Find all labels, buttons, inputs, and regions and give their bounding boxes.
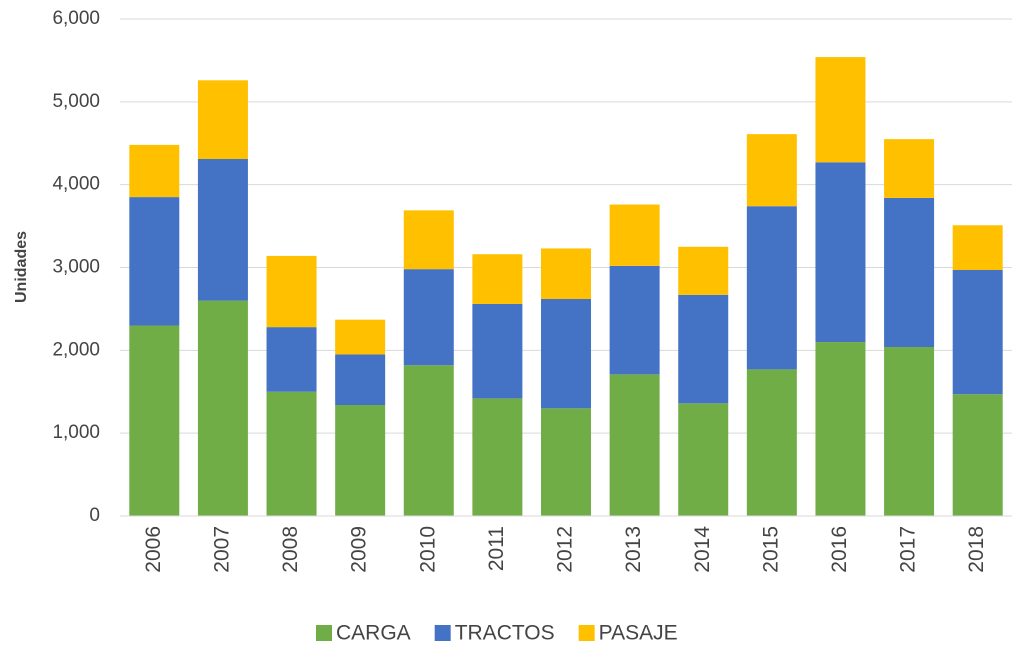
x-tick-label: 2007 [210, 526, 233, 573]
x-tick-label: 2012 [554, 526, 577, 573]
bar-segment [335, 354, 386, 406]
x-tick-label: 2009 [348, 526, 371, 573]
bar-segment [678, 403, 729, 516]
bar-segment [266, 391, 317, 516]
bar-segment [266, 327, 317, 392]
bar-segment [197, 158, 248, 301]
legend-label: PASAJE [599, 622, 678, 645]
bar-segment [403, 365, 454, 516]
bar-segment [541, 248, 591, 299]
y-tick-label: 6,000 [52, 8, 100, 29]
bar-segment [609, 204, 660, 266]
bar-segment [815, 342, 866, 516]
bar-segment [678, 246, 729, 295]
y-axis-title: Unidades [13, 231, 30, 303]
legend-label: CARGA [336, 622, 411, 645]
x-tick-label: 2015 [759, 526, 782, 573]
x-tick-label: 2010 [416, 526, 439, 573]
bar-segment [884, 139, 935, 198]
bar-segment [952, 269, 1003, 395]
legend-swatch [434, 625, 451, 641]
x-tick-label: 2018 [965, 526, 988, 573]
bar-segment [472, 254, 523, 304]
bar-segment [884, 197, 935, 348]
bar-segment [815, 57, 866, 163]
legend-swatch [316, 625, 332, 641]
x-tick-label: 2006 [142, 526, 165, 573]
bar-segment [129, 325, 180, 516]
legend-label: TRACTOS [455, 622, 555, 645]
bar-segment [403, 210, 454, 270]
bar-segment [472, 303, 523, 399]
bar-segment [609, 265, 660, 375]
bar-segment [266, 255, 317, 328]
x-tick-label: 2017 [897, 526, 920, 573]
x-tick-label: 2008 [279, 526, 302, 573]
bar-segment [815, 162, 866, 343]
bar-segment [541, 298, 591, 409]
bar-segment [335, 405, 386, 516]
bar-segment [678, 294, 729, 404]
x-tick-label: 2013 [622, 526, 645, 573]
y-tick-label: 5,000 [52, 91, 100, 112]
bar-segment [746, 206, 797, 370]
y-tick-label: 0 [89, 505, 100, 526]
bar-segment [884, 347, 935, 516]
bar-segment [541, 408, 591, 516]
bar-segment [197, 80, 248, 159]
bar-segment [129, 144, 180, 198]
bar-segment [746, 134, 797, 207]
bar-segment [952, 394, 1003, 516]
y-tick-label: 3,000 [52, 257, 100, 278]
x-tick-label: 2011 [485, 526, 508, 571]
bar-segment [952, 225, 1003, 270]
legend-swatch [578, 625, 595, 641]
x-tick-label: 2016 [828, 526, 851, 573]
y-tick-label: 1,000 [52, 422, 100, 443]
x-tick-label: 2014 [691, 526, 714, 573]
y-tick-label: 2,000 [52, 339, 100, 360]
y-tick-label: 4,000 [52, 174, 100, 195]
bar-segment [609, 374, 660, 516]
bar-segment [197, 300, 248, 516]
bar-segment [129, 197, 180, 326]
bar-segment [746, 369, 797, 516]
bar-segment [403, 269, 454, 366]
bar-segment [472, 398, 523, 516]
bar-segment [335, 319, 386, 355]
